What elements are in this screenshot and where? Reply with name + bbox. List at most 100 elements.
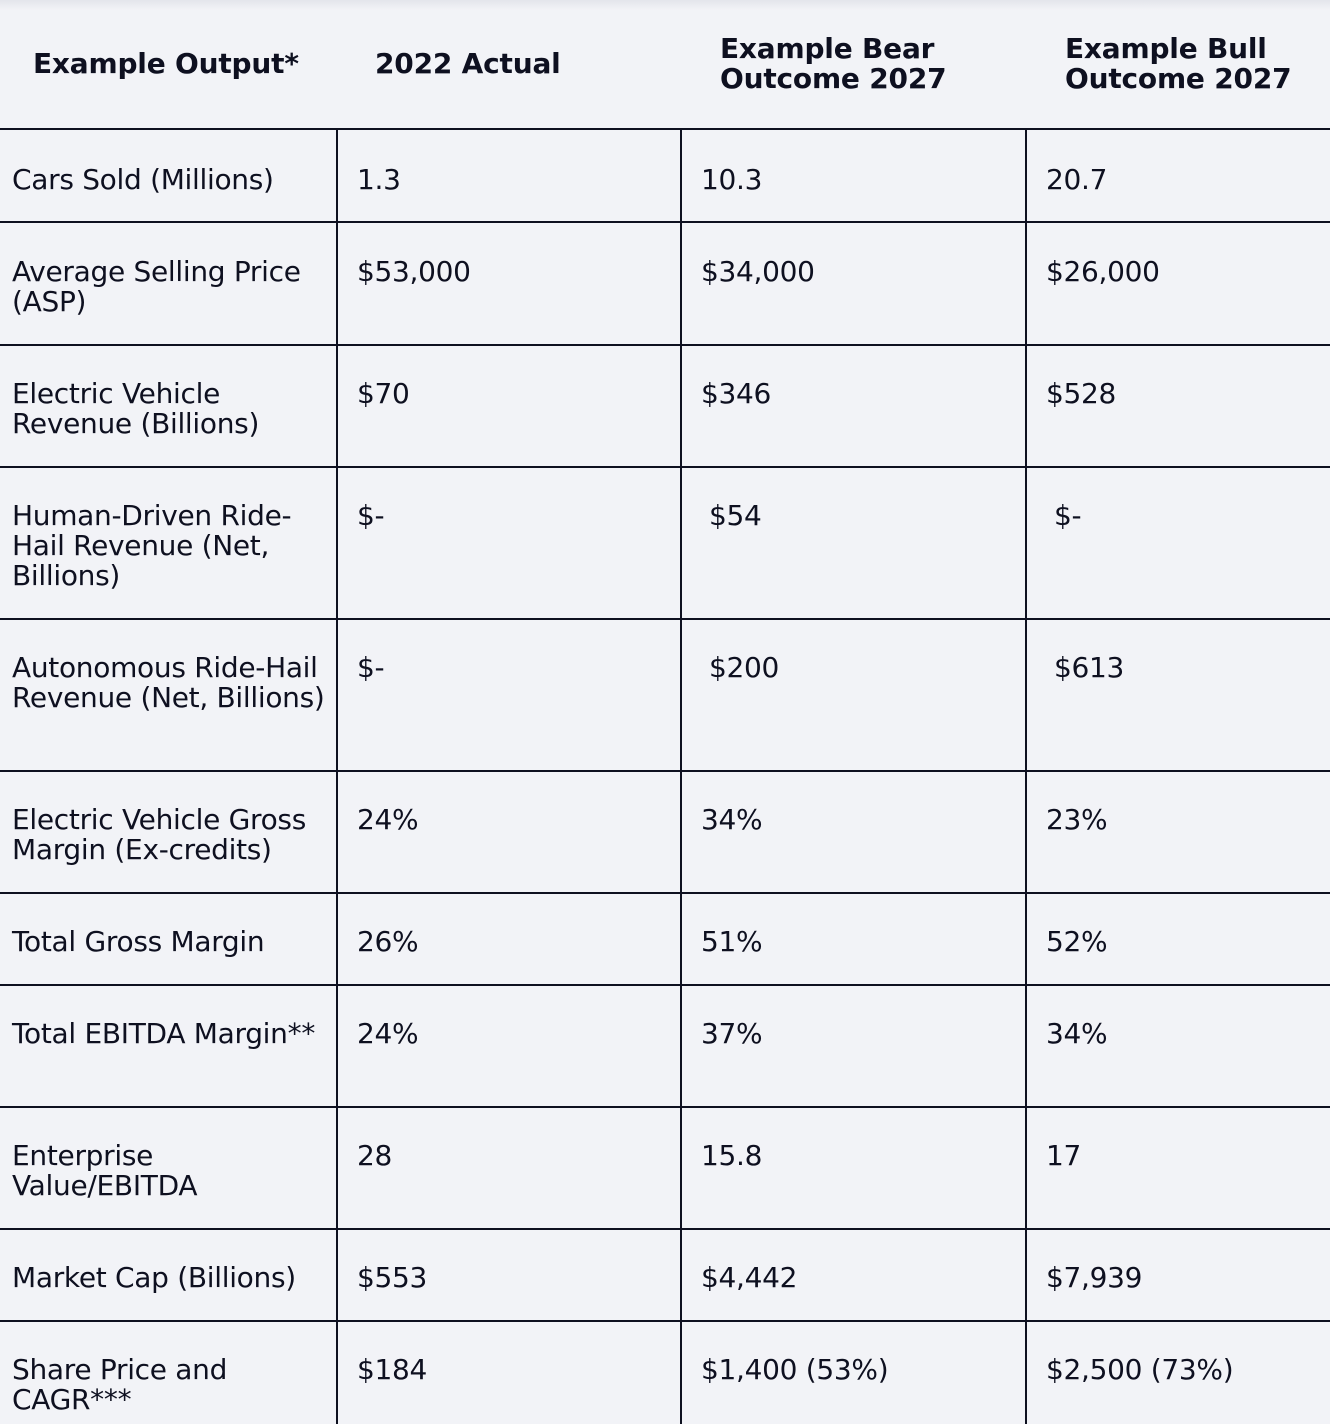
bull-2027-value: 34% — [1046, 1017, 1108, 1050]
actual-2022-cell: 24% — [336, 986, 680, 1106]
metric-label: Average Selling Price (ASP) — [12, 255, 301, 318]
metric-label: Enterprise Value/EBITDA — [12, 1139, 198, 1202]
actual-2022-cell: 24% — [336, 772, 680, 892]
bear-2027-value: 51% — [701, 925, 763, 958]
bear-2027-value: $346 — [701, 377, 772, 410]
bear-2027-cell: $34,000 — [680, 223, 1025, 344]
bull-2027-cell: $2,500 (73%) — [1025, 1322, 1330, 1424]
metric-cell: Electric Vehicle Revenue (Billions) — [0, 346, 336, 466]
bull-2027-cell: $613 — [1025, 620, 1330, 770]
bull-2027-value: 17 — [1046, 1139, 1082, 1172]
header-2022-actual: 2022 Actual — [375, 47, 561, 80]
bull-2027-cell: 52% — [1025, 894, 1330, 984]
metric-label: Cars Sold (Millions) — [12, 163, 274, 196]
bull-2027-value: $26,000 — [1046, 255, 1160, 288]
metric-cell: Autonomous Ride-Hail Revenue (Net, Billi… — [0, 620, 336, 770]
bear-2027-value: $54 — [709, 499, 762, 532]
bear-2027-cell: 51% — [680, 894, 1025, 984]
bull-2027-cell: $26,000 — [1025, 223, 1330, 344]
bull-2027-cell: $- — [1025, 468, 1330, 618]
bear-2027-value: $1,400 (53%) — [701, 1353, 889, 1386]
actual-2022-cell: 26% — [336, 894, 680, 984]
table-row: Average Selling Price (ASP) $53,000 $34,… — [0, 223, 1330, 346]
actual-2022-value: 1.3 — [357, 163, 401, 196]
metric-cell: Human-Driven Ride-Hail Revenue (Net, Bil… — [0, 468, 336, 618]
actual-2022-cell: $- — [336, 468, 680, 618]
table-row: Total Gross Margin 26% 51% 52% — [0, 894, 1330, 986]
bear-2027-cell: 15.8 — [680, 1108, 1025, 1228]
bear-2027-cell: $4,442 — [680, 1230, 1025, 1320]
bull-2027-cell: 17 — [1025, 1108, 1330, 1228]
bull-2027-cell: 23% — [1025, 772, 1330, 892]
actual-2022-value: 26% — [357, 925, 419, 958]
bull-2027-cell: 20.7 — [1025, 130, 1330, 221]
header-example-output: Example Output* — [33, 47, 299, 80]
metric-cell: Share Price and CAGR*** — [0, 1322, 336, 1424]
metric-label: Total EBITDA Margin** — [12, 1017, 316, 1050]
bull-2027-value: $2,500 (73%) — [1046, 1353, 1234, 1386]
bull-2027-value: $- — [1054, 499, 1082, 532]
bear-2027-cell: $346 — [680, 346, 1025, 466]
bull-2027-cell: 34% — [1025, 986, 1330, 1106]
metric-cell: Average Selling Price (ASP) — [0, 223, 336, 344]
table-row: Market Cap (Billions) $553 $4,442 $7,939 — [0, 1230, 1330, 1322]
table-row: Share Price and CAGR*** $184 $1,400 (53%… — [0, 1322, 1330, 1424]
metric-label: Total Gross Margin — [12, 925, 265, 958]
actual-2022-value: 24% — [357, 803, 419, 836]
actual-2022-value: $53,000 — [357, 255, 471, 288]
actual-2022-value: $- — [357, 499, 385, 532]
actual-2022-value: $553 — [357, 1261, 428, 1294]
metric-label: Electric Vehicle Revenue (Billions) — [12, 377, 260, 440]
top-shadow — [0, 0, 1330, 10]
actual-2022-value: $184 — [357, 1353, 428, 1386]
bear-2027-cell: $54 — [680, 468, 1025, 618]
actual-2022-cell: $70 — [336, 346, 680, 466]
actual-2022-cell: $553 — [336, 1230, 680, 1320]
bear-2027-cell: $200 — [680, 620, 1025, 770]
metric-label: Electric Vehicle Gross Margin (Ex-credit… — [12, 803, 306, 866]
bear-2027-cell: 34% — [680, 772, 1025, 892]
metric-cell: Cars Sold (Millions) — [0, 130, 336, 221]
bear-2027-value: 37% — [701, 1017, 763, 1050]
bull-2027-cell: $7,939 — [1025, 1230, 1330, 1320]
bear-2027-value: $200 — [709, 651, 780, 684]
bear-2027-value: $4,442 — [701, 1261, 798, 1294]
actual-2022-value: 24% — [357, 1017, 419, 1050]
bear-2027-value: 34% — [701, 803, 763, 836]
actual-2022-cell: $- — [336, 620, 680, 770]
actual-2022-cell: 1.3 — [336, 130, 680, 221]
bull-2027-value: 52% — [1046, 925, 1108, 958]
actual-2022-cell: $184 — [336, 1322, 680, 1424]
metric-cell: Electric Vehicle Gross Margin (Ex-credit… — [0, 772, 336, 892]
bull-2027-cell: $528 — [1025, 346, 1330, 466]
table-header: Example Output* 2022 Actual Example Bear… — [0, 0, 1330, 130]
bull-2027-value: $528 — [1046, 377, 1117, 410]
bull-2027-value: 23% — [1046, 803, 1108, 836]
bear-2027-cell: $1,400 (53%) — [680, 1322, 1025, 1424]
table-row: Electric Vehicle Gross Margin (Ex-credit… — [0, 772, 1330, 894]
metric-label: Market Cap (Billions) — [12, 1261, 296, 1294]
metric-label: Human-Driven Ride-Hail Revenue (Net, Bil… — [12, 499, 292, 592]
metric-label: Autonomous Ride-Hail Revenue (Net, Billi… — [12, 651, 325, 714]
table-row: Enterprise Value/EBITDA 28 15.8 17 — [0, 1108, 1330, 1230]
header-bull-2027: Example Bull Outcome 2027 — [1065, 32, 1292, 95]
metric-cell: Total Gross Margin — [0, 894, 336, 984]
actual-2022-value: 28 — [357, 1139, 393, 1172]
actual-2022-cell: 28 — [336, 1108, 680, 1228]
bull-2027-value: $613 — [1054, 651, 1125, 684]
table-row: Autonomous Ride-Hail Revenue (Net, Billi… — [0, 620, 1330, 772]
bull-2027-value: 20.7 — [1046, 163, 1108, 196]
actual-2022-value: $70 — [357, 377, 410, 410]
table-row: Electric Vehicle Revenue (Billions) $70 … — [0, 346, 1330, 468]
metric-cell: Market Cap (Billions) — [0, 1230, 336, 1320]
bear-2027-value: 10.3 — [701, 163, 763, 196]
metric-cell: Enterprise Value/EBITDA — [0, 1108, 336, 1228]
actual-2022-value: $- — [357, 651, 385, 684]
metric-cell: Total EBITDA Margin** — [0, 986, 336, 1106]
bear-2027-value: 15.8 — [701, 1139, 763, 1172]
bear-2027-cell: 37% — [680, 986, 1025, 1106]
table-row: Cars Sold (Millions) 1.3 10.3 20.7 — [0, 130, 1330, 223]
bear-2027-value: $34,000 — [701, 255, 815, 288]
table-row: Human-Driven Ride-Hail Revenue (Net, Bil… — [0, 468, 1330, 620]
